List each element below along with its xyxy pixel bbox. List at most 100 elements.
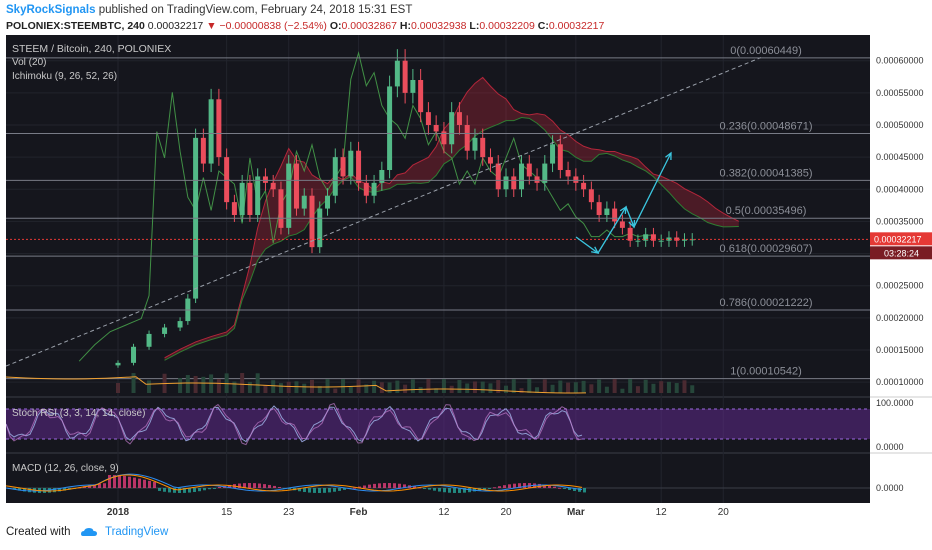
stoch-d-line	[6, 402, 583, 446]
macd-histogram-bar	[523, 483, 526, 488]
volume-bar	[480, 381, 485, 393]
fib-level-label: 0.618(0.00029607)	[720, 243, 813, 255]
candle-body	[581, 182, 587, 190]
high-label: H:	[399, 20, 412, 32]
fib-level-label: 0.382(0.00041385)	[720, 167, 813, 179]
candle-body	[472, 137, 478, 151]
fib-level-label: 0.5(0.00035496)	[726, 205, 807, 217]
macd-histogram-bar	[438, 488, 441, 492]
time-axis-tick: 23	[283, 507, 295, 518]
macd-histogram-bar	[218, 486, 221, 488]
macd-histogram-bar	[323, 488, 326, 493]
macd-histogram-bar	[428, 488, 431, 490]
candle-body	[674, 237, 680, 241]
time-axis-tick: 20	[718, 507, 730, 518]
macd-histogram-bar	[53, 488, 56, 493]
volume-bar	[558, 380, 563, 393]
symbol-label: POLONIEX:STEEMBTC, 240	[6, 20, 145, 32]
volume-bar	[209, 374, 214, 393]
macd-histogram-bar	[128, 476, 131, 488]
volume-bar	[535, 387, 540, 393]
candle-body	[231, 202, 237, 215]
price-axis[interactable]: 0.00060000 0.00055000 0.00050000 0.00045000…	[870, 35, 932, 503]
volume-bar	[410, 379, 415, 393]
chart-canvas[interactable]: 0(0.00060449) 0.236(0.00048671) 0.382(0.00…	[6, 35, 870, 503]
price-axis-tick: 0.00015000	[876, 345, 924, 355]
candle-body	[115, 362, 121, 366]
macd-histogram-bar	[198, 488, 201, 492]
price-axis-tick: 0.00035000	[876, 216, 924, 226]
candle-body	[480, 137, 486, 158]
stoch-legend: Stoch RSI (3, 3, 14, 14, close)	[12, 408, 146, 419]
macd-histogram-bar	[118, 475, 121, 488]
candle-body	[262, 176, 268, 183]
candle-body	[317, 208, 323, 248]
macd-histogram-bar	[103, 483, 106, 488]
volume-bar	[566, 382, 571, 393]
close-label: C:	[537, 20, 549, 32]
candle-body	[301, 195, 307, 209]
volume-bar	[286, 381, 291, 393]
macd-histogram-bar	[153, 481, 156, 488]
macd-histogram-bar	[543, 484, 546, 488]
volume-bar	[465, 383, 470, 393]
volume-bar	[185, 375, 190, 393]
macd-histogram-bar	[168, 488, 171, 493]
tradingview-logo-icon	[74, 526, 101, 538]
macd-histogram-bar	[308, 488, 311, 493]
volume-bar	[131, 373, 136, 393]
projection-arrowhead	[590, 246, 600, 254]
volume-bar	[597, 379, 602, 393]
macd-histogram-bar	[343, 488, 346, 490]
volume-bar	[147, 380, 152, 393]
macd-histogram-bar	[238, 483, 241, 488]
volume-bar	[457, 380, 462, 393]
candle-body	[363, 182, 369, 196]
publisher-name[interactable]: SkyRockSignals	[6, 4, 96, 16]
candle-body	[371, 182, 377, 196]
candle-body	[146, 333, 152, 347]
macd-histogram-bar	[363, 485, 366, 488]
macd-histogram-bar	[13, 488, 16, 490]
volume-bar	[325, 379, 330, 393]
candle-body	[286, 163, 292, 228]
volume-bar	[387, 382, 392, 393]
macd-histogram-bar	[18, 488, 21, 491]
candle-body	[425, 112, 431, 125]
candle-body	[325, 195, 331, 209]
candle-body	[487, 157, 493, 164]
volume-ma	[6, 376, 587, 394]
ichimoku-lagging-span	[78, 51, 654, 362]
macd-histogram-bar	[458, 488, 461, 493]
macd-histogram-bar	[328, 488, 331, 493]
candle-body	[293, 163, 299, 209]
macd-histogram-bar	[378, 483, 381, 488]
candle-body	[604, 208, 610, 215]
time-axis[interactable]: 2018 15 23 Feb 12 20 Mar 12 20	[6, 503, 870, 521]
price-chart-svg[interactable]: 0(0.00060449) 0.236(0.00048671) 0.382(0.00…	[6, 35, 870, 503]
macd-histogram-bar	[463, 488, 466, 493]
macd-histogram-bar	[488, 488, 491, 489]
candle-body	[449, 112, 455, 145]
macd-histogram-bar	[578, 488, 581, 492]
volume-bar	[348, 386, 353, 393]
candle-body	[557, 144, 563, 170]
candle-body	[216, 99, 222, 158]
candle-body	[635, 240, 641, 242]
candle-body	[550, 144, 556, 164]
chart-title: STEEM / Bitcoin, 240, POLONIEX	[12, 43, 172, 55]
macd-histogram-bar	[148, 480, 151, 488]
candle-body	[588, 189, 594, 203]
tradingview-link[interactable]: TradingView	[104, 526, 169, 538]
volume-bar	[232, 381, 237, 393]
price-axis-tick: 0.00045000	[876, 152, 924, 162]
macd-histogram-bar	[563, 488, 566, 489]
volume-bar	[247, 381, 252, 393]
stoch-band	[6, 409, 870, 439]
candle-body	[255, 176, 261, 215]
macd-histogram-bar	[183, 488, 186, 493]
macd-histogram-bar	[113, 475, 116, 488]
volume-bar	[674, 383, 679, 393]
volume-bar	[504, 385, 508, 393]
macd-histogram-bar	[498, 486, 501, 488]
